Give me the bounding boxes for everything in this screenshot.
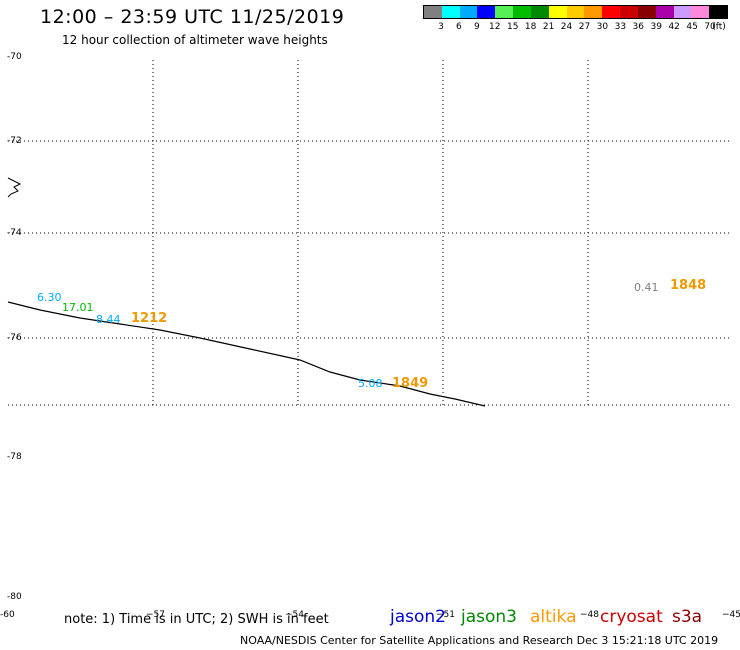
lat-label: -80 bbox=[7, 592, 22, 602]
colorbar-swatch bbox=[513, 6, 531, 18]
colorbar-tick-label: 30 bbox=[596, 22, 609, 32]
colorbar-tick-label: 18 bbox=[524, 22, 537, 32]
colorbar-swatch bbox=[673, 6, 692, 18]
colorbar-swatch bbox=[709, 6, 728, 18]
pass-time-label: 1849 bbox=[392, 376, 429, 391]
colorbar-tick-label: 6 bbox=[456, 22, 462, 32]
colorbar-tick-label: 45 bbox=[686, 22, 698, 32]
colorbar-tick-label: 3 bbox=[438, 22, 444, 32]
colorbar-tick-label: 24 bbox=[560, 22, 573, 32]
map-title: 12:00 – 23:59 UTC 11/25/2019 bbox=[40, 6, 345, 28]
colorbar-tick-label: 36 bbox=[632, 22, 645, 32]
lat-label: -74 bbox=[7, 228, 22, 238]
colorbar-tick-label: (ft) bbox=[712, 22, 726, 32]
lon-label: −54 bbox=[285, 610, 304, 620]
colorbar-swatch bbox=[602, 6, 621, 18]
lon-label: −51 bbox=[436, 610, 455, 620]
colorbar-swatch bbox=[495, 6, 514, 18]
swh-value: 8.44 bbox=[96, 313, 121, 326]
map-subtitle: 12 hour collection of altimeter wave hei… bbox=[62, 33, 328, 47]
lon-label: −45 bbox=[722, 610, 740, 620]
colorbar-swatch bbox=[459, 6, 478, 18]
pass-time-label: 1212 bbox=[131, 311, 168, 326]
colorbar-tick-label: 42 bbox=[668, 22, 680, 32]
swh-value: 5.08 bbox=[358, 377, 383, 390]
swh-value: 6.30 bbox=[37, 291, 62, 304]
colorbar-swatch bbox=[566, 6, 585, 18]
swh-value: 17.01 bbox=[62, 301, 94, 314]
map-grid bbox=[8, 60, 730, 406]
colorbar-swatch bbox=[584, 6, 603, 18]
satellite-legend-altika: altika bbox=[530, 607, 577, 627]
satellite-legend-cryosat: cryosat bbox=[600, 607, 663, 627]
lat-label: -72 bbox=[7, 136, 22, 146]
lon-label: −48 bbox=[580, 610, 599, 620]
units-note: note: 1) Time is in UTC; 2) SWH is in fe… bbox=[64, 612, 329, 627]
lon-label: −57 bbox=[146, 610, 165, 620]
footer-credit: NOAA/NESDIS Center for Satellite Applica… bbox=[240, 634, 719, 647]
lat-label: -78 bbox=[7, 452, 22, 462]
wave-height-colorbar bbox=[423, 5, 728, 19]
colorbar-tick-label: 21 bbox=[542, 22, 555, 32]
colorbar-swatch bbox=[530, 6, 549, 18]
swh-value: 0.41 bbox=[634, 281, 659, 294]
lat-label: -76 bbox=[7, 333, 22, 343]
colorbar-swatch bbox=[441, 6, 460, 18]
colorbar-swatch bbox=[691, 6, 710, 18]
colorbar-swatch bbox=[424, 6, 442, 18]
colorbar-swatch bbox=[655, 6, 674, 18]
colorbar-tick-label: 27 bbox=[578, 22, 591, 32]
satellite-legend-s3a: s3a bbox=[672, 607, 703, 627]
lat-label: -70 bbox=[7, 52, 22, 62]
satellite-ground-track bbox=[7, 301, 486, 407]
colorbar-swatch bbox=[548, 6, 567, 18]
satellite-legend-jason3: jason3 bbox=[461, 607, 517, 627]
colorbar-tick-label: 15 bbox=[506, 22, 519, 32]
colorbar-tick-label: 33 bbox=[614, 22, 627, 32]
colorbar-tick-label: 9 bbox=[473, 22, 480, 32]
colorbar-tick-label: 12 bbox=[489, 22, 501, 32]
colorbar-swatch bbox=[637, 6, 656, 18]
pass-time-label: 1848 bbox=[670, 278, 707, 293]
colorbar-swatch bbox=[477, 6, 496, 18]
coastline bbox=[7, 177, 22, 198]
colorbar-swatch bbox=[620, 6, 638, 18]
satellite-legend-jason2: jason2 bbox=[390, 607, 446, 627]
colorbar-tick-label: 70 bbox=[704, 22, 716, 32]
colorbar-tick-label: 39 bbox=[650, 22, 662, 32]
lat-label: -60 bbox=[0, 610, 15, 620]
